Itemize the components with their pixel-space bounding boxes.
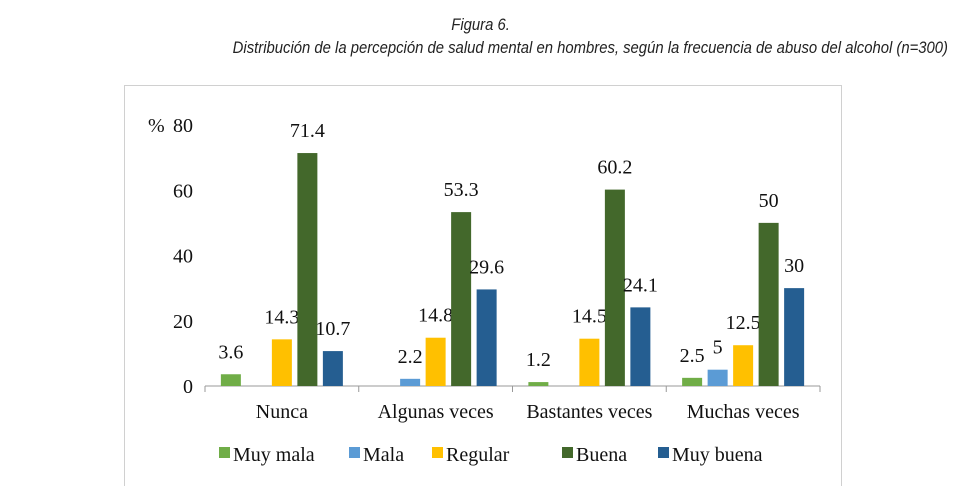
- legend-swatch: [658, 447, 669, 458]
- bar-mala: [400, 378, 421, 386]
- bar-mala: [707, 369, 728, 386]
- legend-label: Mala: [363, 444, 404, 466]
- y-axis-label: %: [148, 115, 165, 137]
- y-tick-label: 60: [173, 180, 193, 202]
- bar-regular: [579, 338, 600, 386]
- legend-label: Regular: [446, 444, 510, 466]
- data-label: 3.6: [218, 341, 243, 363]
- bar-muy-mala: [220, 374, 241, 386]
- bar-muy-buena: [322, 351, 343, 386]
- bar-buena: [297, 153, 318, 386]
- data-label: 14.5: [572, 306, 607, 328]
- legend-swatch: [219, 447, 230, 458]
- bar-muy-mala: [682, 377, 703, 386]
- bar-muy-buena: [784, 288, 805, 386]
- figure-label-text: Figura 6.: [451, 16, 511, 34]
- data-label: 24.1: [623, 274, 658, 296]
- bar-buena: [604, 189, 625, 386]
- data-label: 53.3: [444, 179, 479, 201]
- legend-label: Muy buena: [672, 444, 763, 466]
- legend-swatch: [562, 447, 573, 458]
- figure-label: Figura 6.: [0, 16, 962, 35]
- legend-label: Buena: [576, 444, 627, 466]
- bar-regular: [271, 339, 292, 386]
- data-label: 1.2: [526, 349, 551, 371]
- data-label: 14.8: [418, 305, 453, 327]
- bar-muy-buena: [476, 289, 497, 386]
- legend-swatch: [432, 447, 443, 458]
- legend-swatch: [349, 447, 360, 458]
- bar-buena: [451, 212, 472, 386]
- data-label: 29.6: [469, 256, 504, 278]
- bar-regular: [425, 337, 446, 386]
- data-label: 14.3: [264, 306, 299, 328]
- bar-muy-mala: [528, 382, 549, 386]
- category-label: Muchas veces: [687, 401, 800, 423]
- data-label: 2.5: [680, 345, 705, 367]
- data-label: 50: [759, 190, 779, 212]
- bar-muy-buena: [630, 307, 651, 386]
- data-label: 60.2: [597, 157, 632, 179]
- y-tick-label: 0: [183, 376, 193, 398]
- data-label: 5: [713, 337, 723, 359]
- chart-frame: [124, 85, 842, 486]
- data-label: 30: [784, 255, 804, 277]
- category-label: Bastantes veces: [526, 401, 652, 423]
- data-label: 10.7: [315, 318, 350, 340]
- chart-title: Distribución de la percepción de salud m…: [232, 39, 948, 57]
- category-label: Algunas veces: [378, 401, 494, 423]
- data-label: 71.4: [290, 120, 325, 142]
- category-label: Nunca: [256, 401, 308, 423]
- data-label: 2.2: [398, 346, 423, 368]
- bar-buena: [758, 222, 779, 386]
- y-tick-label: 20: [173, 311, 193, 333]
- legend-label: Muy mala: [233, 444, 315, 466]
- bar-regular: [733, 345, 754, 386]
- data-label: 12.5: [726, 312, 761, 334]
- y-tick-label: 40: [173, 246, 193, 268]
- y-tick-label: 80: [173, 115, 193, 137]
